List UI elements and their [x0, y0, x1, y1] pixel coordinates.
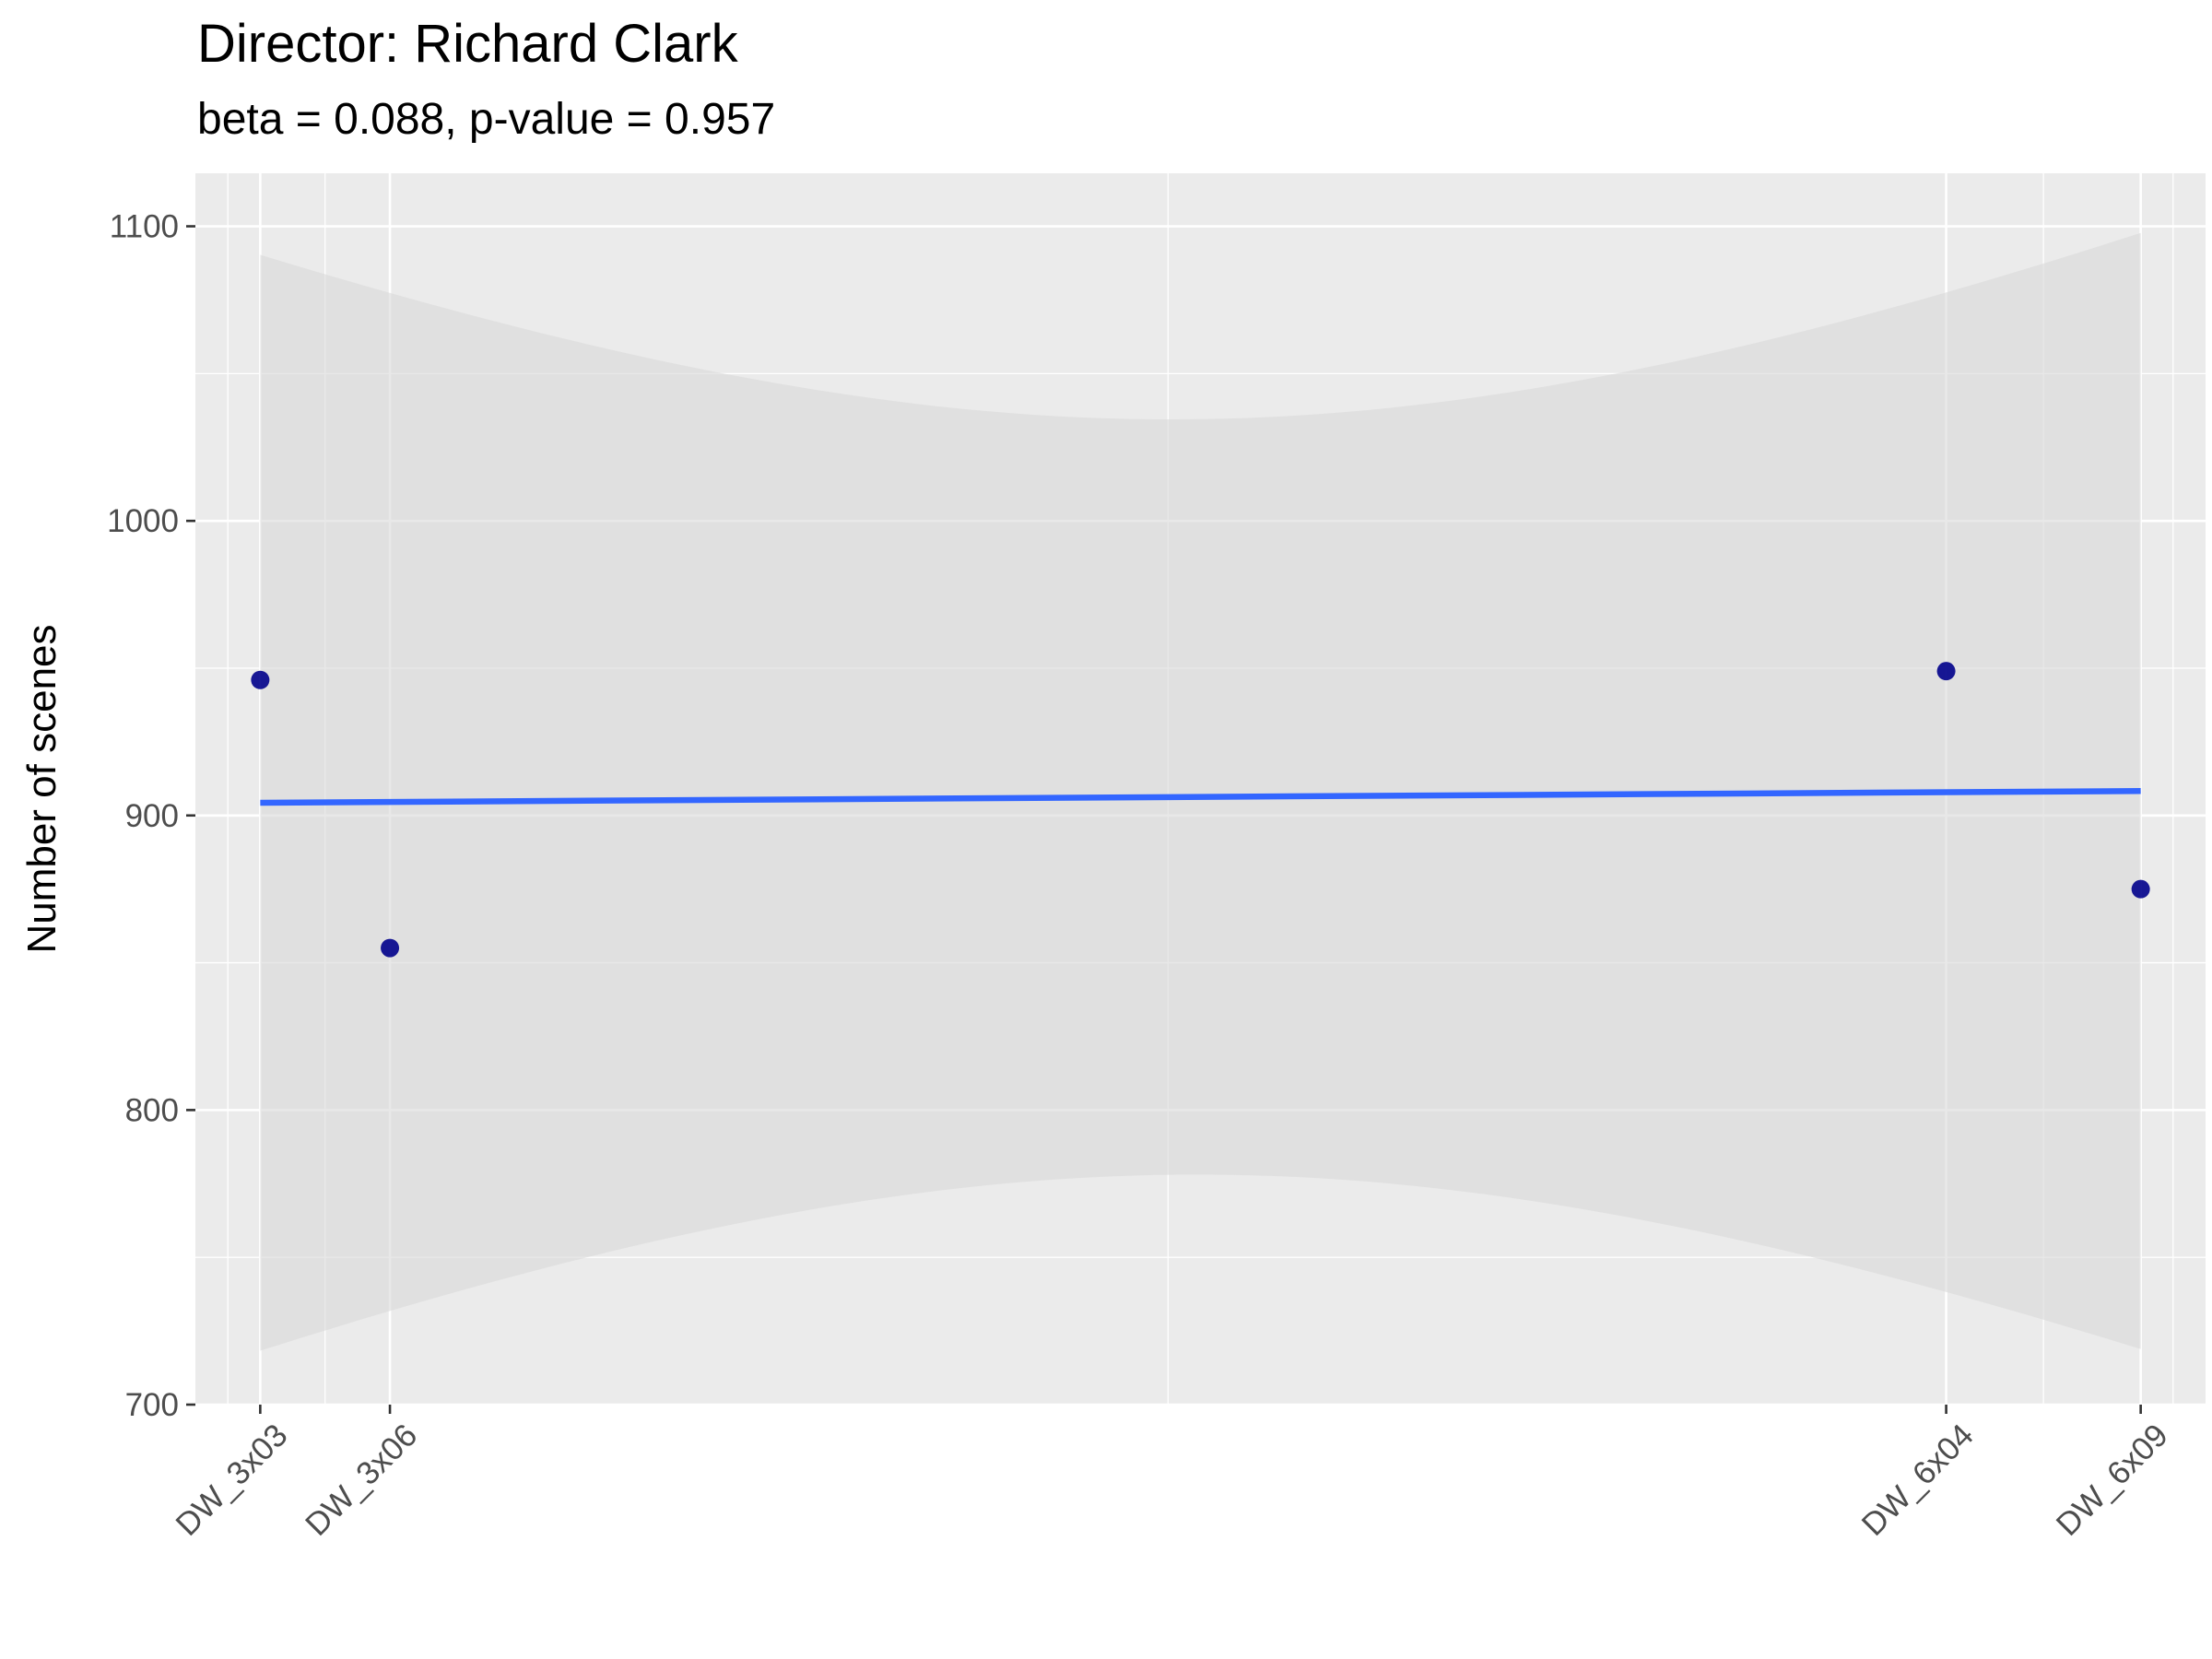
x-tick-label: DW_3x06 — [299, 1418, 424, 1543]
data-point — [2131, 879, 2150, 899]
x-tick-label: DW_3x03 — [169, 1418, 294, 1543]
fit-line-layer — [260, 787, 2141, 806]
y-tick-label: 1100 — [110, 209, 179, 245]
y-tick-label: 900 — [125, 798, 179, 834]
data-point-layer — [251, 662, 2150, 958]
confidence-band — [260, 232, 2141, 1351]
chart-subtitle: beta = 0.088, p-value = 0.957 — [197, 95, 776, 144]
fit-line — [260, 787, 2141, 806]
data-point — [381, 938, 400, 958]
x-tick-label: DW_6x04 — [1855, 1418, 1981, 1543]
y-tick-label: 1000 — [107, 503, 179, 539]
data-point — [1936, 662, 1956, 681]
y-axis: 700 800 900 1000 1100 — [107, 209, 195, 1423]
y-tick-label: 700 — [125, 1387, 179, 1423]
x-axis: DW_3x03 DW_3x06 DW_6x04 DW_6x09 — [169, 1405, 2175, 1543]
x-tick-label: DW_6x09 — [2050, 1418, 2175, 1543]
confidence-band-layer — [260, 232, 2141, 1351]
y-axis-title: Number of scenes — [19, 624, 65, 953]
y-tick-label: 800 — [125, 1092, 179, 1128]
data-point — [251, 670, 270, 689]
chart-title: Director: Richard Clark — [197, 14, 738, 74]
